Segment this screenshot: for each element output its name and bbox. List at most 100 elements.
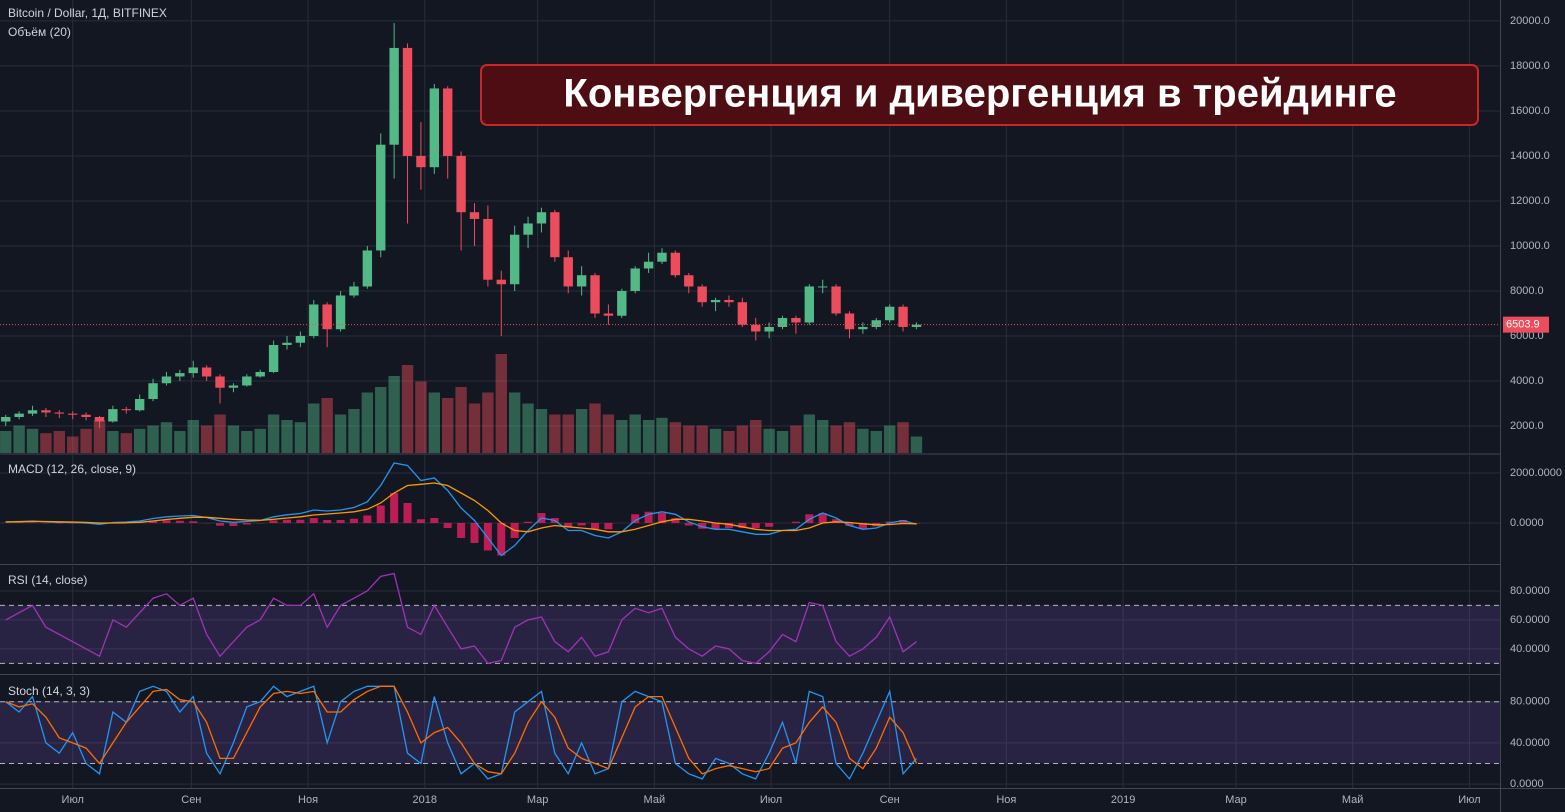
candle-body [483, 218, 493, 280]
histogram-bar [711, 523, 720, 530]
candle-body [496, 279, 506, 285]
volume-bar [13, 425, 25, 453]
candle-body [81, 414, 91, 417]
x-tick-label: 2018 [413, 794, 437, 806]
candle-body [242, 376, 252, 386]
volume-bar [790, 425, 802, 453]
volume-bar [883, 425, 896, 453]
candle-body [201, 367, 212, 377]
candle-body [108, 409, 118, 422]
volume-bar [53, 431, 65, 453]
histogram-bar [323, 520, 332, 523]
volume-bar [174, 431, 186, 453]
last-price-label: 6503.9 [1506, 319, 1540, 331]
volume-bar [254, 428, 266, 453]
histogram-bar [457, 523, 466, 538]
volume-bar [187, 420, 199, 453]
candle-body [295, 335, 306, 343]
candle-body [724, 299, 734, 303]
candle-body [148, 383, 158, 399]
histogram-bar [349, 518, 358, 523]
volume-bar [401, 365, 414, 453]
volume-bar [508, 392, 521, 453]
histogram-bar [55, 523, 64, 524]
volume-bar [629, 414, 641, 453]
volume-bar [709, 428, 722, 453]
volume-bar [535, 409, 548, 453]
candle-body [603, 313, 614, 316]
volume-bar [40, 433, 52, 453]
volume-bar [160, 422, 173, 453]
volume-bar [200, 425, 213, 453]
histogram-bar [296, 519, 305, 523]
volume-bar [321, 398, 333, 453]
candle-body [54, 412, 64, 414]
histogram-bar [684, 523, 693, 526]
histogram-bar [470, 523, 479, 543]
volume-bar [442, 398, 454, 453]
volume-bar [683, 425, 695, 453]
volume-bar [495, 354, 507, 453]
histogram-bar [282, 519, 292, 523]
volume-bar [817, 420, 829, 453]
volume-bar [120, 433, 132, 453]
y-tick-label: 0.0000 [1510, 517, 1544, 529]
x-tick-label: Июл [62, 794, 84, 806]
volume-bar [482, 392, 494, 453]
y-tick-label: 80.0000 [1510, 585, 1550, 597]
volume-bar [415, 381, 427, 453]
histogram-bar [242, 523, 251, 525]
histogram-bar [657, 513, 667, 523]
y-tick-label: 14000.0 [1510, 150, 1550, 162]
last-price-box [1503, 316, 1549, 333]
volume-bar [227, 425, 240, 453]
volume-bar [656, 417, 668, 453]
volume-bar [736, 425, 749, 453]
indicator-line [5, 685, 917, 781]
histogram-bar [524, 521, 533, 523]
x-tick-label: Май [644, 794, 666, 806]
histogram-bar [698, 523, 707, 529]
candle-body [14, 413, 24, 417]
marks-layer [0, 23, 1500, 781]
x-tick-label: Мар [1225, 794, 1247, 806]
candle-body [657, 252, 667, 262]
volume-bar [334, 414, 347, 453]
candle-body [590, 275, 600, 314]
candle-body [402, 47, 413, 156]
volume-bar [723, 431, 735, 453]
x-tick-label: Ноя [996, 794, 1016, 806]
histogram-bar [738, 523, 747, 528]
banner [480, 64, 1479, 126]
volume-bar [830, 425, 842, 453]
candle-body [576, 275, 587, 287]
volume-bar [897, 422, 909, 453]
y-tick-label: 6000.0 [1510, 330, 1544, 342]
volume-bar [870, 431, 882, 453]
candle-body [791, 317, 801, 323]
x-tick-label: Май [1342, 794, 1364, 806]
x-tick-label: 2019 [1111, 794, 1135, 806]
candle-body [764, 326, 774, 332]
x-tick-label: Сен [880, 794, 900, 806]
y-tick-label: 0.0000 [1510, 778, 1544, 790]
candle-body [871, 320, 881, 327]
histogram-bar [28, 522, 37, 523]
histogram-bar [416, 519, 425, 523]
candle-body [777, 317, 788, 327]
volume-bar [642, 420, 655, 453]
volume-bar [80, 428, 92, 453]
volume-bar [522, 403, 534, 453]
volume-bar [750, 420, 762, 453]
candle-body [68, 413, 78, 415]
candle-body [215, 376, 225, 388]
candle-body [456, 155, 466, 213]
volume-bar [803, 414, 815, 453]
candle-body [228, 385, 239, 388]
histogram-bar [724, 523, 733, 528]
candle-body [121, 409, 131, 411]
histogram-bar [765, 523, 774, 527]
candle-body [268, 344, 279, 372]
